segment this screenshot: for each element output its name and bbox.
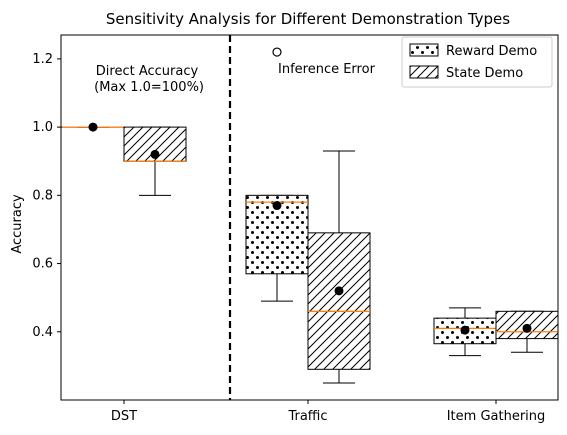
x-tick-label: Traffic (287, 409, 327, 424)
inference-error-marker (272, 47, 282, 57)
mean-marker (522, 323, 532, 333)
legend-swatch-state-demo (409, 65, 439, 79)
box-reward-dst (61, 122, 125, 132)
y-tick-label: 0.4 (32, 325, 53, 340)
direct-accuracy-label-line2: (Max 1.0=100%) (90, 80, 204, 95)
box-reward-item-gathering (433, 307, 497, 357)
box-reward-traffic (245, 194, 309, 302)
y-tick-label: 0.6 (32, 257, 53, 272)
mean-marker (88, 122, 98, 132)
chart-title: Sensitivity Analysis for Different Demon… (106, 10, 510, 28)
axes-frame (60, 34, 559, 401)
legend-label-reward-demo: Reward Demo (446, 44, 537, 59)
box-marks (61, 47, 559, 384)
legend-label-state-demo: State Demo (446, 66, 523, 81)
mean-marker (334, 286, 344, 296)
inference-error-label: Inference Error (278, 62, 376, 77)
legend: Reward Demo State Demo (401, 36, 553, 88)
x-tick-label: DST (111, 409, 137, 424)
box-body (307, 232, 371, 370)
box-state-traffic (307, 150, 371, 384)
direct-accuracy-label-line1: Direct Accuracy (96, 64, 199, 79)
annotations: Direct Accuracy (Max 1.0=100%) Inference… (90, 62, 376, 95)
mean-marker (272, 201, 282, 211)
legend-swatch-reward-demo (409, 43, 439, 57)
y-tick-label: 1.2 (32, 52, 53, 67)
y-tick-label: 0.8 (32, 188, 53, 203)
legend-frame (401, 36, 553, 88)
mean-marker (460, 325, 470, 335)
y-tick-label: 1.0 (32, 120, 53, 135)
plot-area: 0.4 0.6 0.8 1.0 1.2 DST Traffic Item Gathering (32, 35, 545, 424)
y-axis-label: Accuracy (10, 194, 25, 254)
box-state-item-gathering (495, 310, 559, 353)
x-tick-label: Item Gathering (447, 409, 546, 424)
box-state-dst (123, 126, 187, 196)
mean-marker (150, 149, 160, 159)
